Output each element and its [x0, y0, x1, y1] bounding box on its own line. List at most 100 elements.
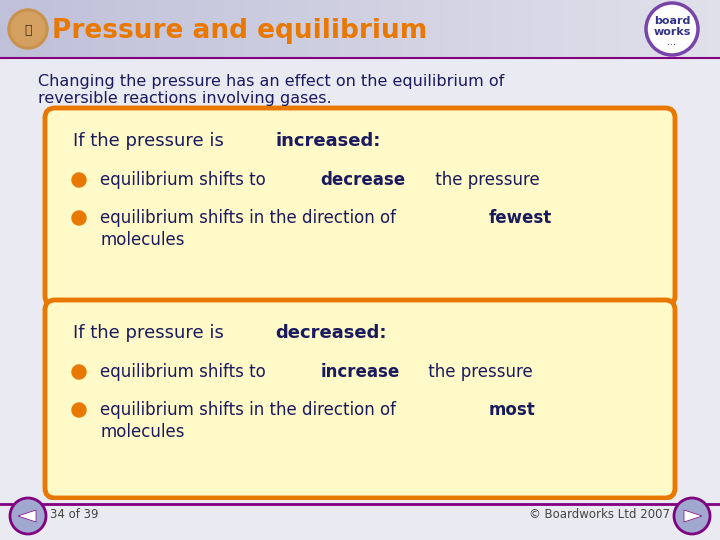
Text: molecules: molecules [100, 423, 184, 441]
Bar [562, 0, 570, 58]
Bar [583, 0, 591, 58]
Bar [382, 0, 390, 58]
Bar [331, 0, 339, 58]
Text: 34 of 39: 34 of 39 [50, 508, 99, 521]
Bar [50, 0, 58, 58]
Bar [202, 0, 210, 58]
Bar [677, 0, 685, 58]
Bar [122, 0, 130, 58]
Bar [36, 0, 44, 58]
Bar [65, 0, 73, 58]
Bar [151, 0, 159, 58]
Bar [302, 0, 310, 58]
Bar [698, 0, 706, 58]
Bar [504, 0, 512, 58]
Bar [454, 0, 462, 58]
Bar [130, 0, 138, 58]
Bar [547, 0, 555, 58]
Bar [259, 0, 267, 58]
Bar [108, 0, 116, 58]
Text: 🐾: 🐾 [24, 24, 32, 37]
Text: increased:: increased: [275, 132, 380, 150]
Bar [223, 0, 231, 58]
Bar [0, 0, 8, 58]
Bar [590, 0, 598, 58]
Bar [115, 0, 123, 58]
Bar [374, 0, 382, 58]
Bar [670, 0, 678, 58]
Bar [101, 0, 109, 58]
Circle shape [72, 173, 86, 187]
Text: © Boardworks Ltd 2007: © Boardworks Ltd 2007 [529, 508, 670, 521]
Bar [425, 0, 433, 58]
Bar [605, 0, 613, 58]
Text: board: board [654, 16, 690, 26]
Bar [367, 0, 375, 58]
Bar [475, 0, 483, 58]
Text: Changing the pressure has an effect on the equilibrium of: Changing the pressure has an effect on t… [38, 74, 504, 89]
Bar [403, 0, 411, 58]
Bar [540, 0, 548, 58]
Bar [338, 0, 346, 58]
Circle shape [8, 9, 48, 49]
Bar [554, 0, 562, 58]
Circle shape [646, 3, 698, 55]
FancyBboxPatch shape [45, 300, 675, 498]
Bar [209, 0, 217, 58]
Bar [245, 0, 253, 58]
Bar [396, 0, 404, 58]
Bar [389, 0, 397, 58]
Bar [187, 0, 195, 58]
Bar [439, 0, 447, 58]
Bar [252, 0, 260, 58]
Bar [490, 0, 498, 58]
Bar [353, 0, 361, 58]
Bar [79, 0, 87, 58]
Bar [266, 0, 274, 58]
Bar [0, 500, 720, 540]
Bar [706, 0, 714, 58]
Bar [194, 0, 202, 58]
Text: equilibrium shifts to: equilibrium shifts to [100, 171, 271, 189]
Bar [72, 0, 80, 58]
Polygon shape [18, 510, 36, 522]
Bar [281, 0, 289, 58]
Bar [569, 0, 577, 58]
Bar [691, 0, 699, 58]
Bar [180, 0, 188, 58]
Text: Pressure and equilibrium: Pressure and equilibrium [52, 18, 427, 44]
Circle shape [72, 403, 86, 417]
Polygon shape [684, 510, 702, 522]
Text: If the pressure is: If the pressure is [73, 324, 230, 342]
Bar [144, 0, 152, 58]
Bar [295, 0, 303, 58]
Bar [14, 0, 22, 58]
Circle shape [72, 211, 86, 225]
Bar [576, 0, 584, 58]
Circle shape [72, 365, 86, 379]
FancyBboxPatch shape [45, 108, 675, 306]
Circle shape [11, 12, 45, 46]
Text: works: works [653, 27, 690, 37]
Bar [461, 0, 469, 58]
Text: decrease: decrease [320, 171, 406, 189]
Text: decreased:: decreased: [275, 324, 387, 342]
Bar [598, 0, 606, 58]
Bar [58, 0, 66, 58]
Bar [137, 0, 145, 58]
Bar [634, 0, 642, 58]
Text: most: most [489, 401, 536, 419]
Bar [619, 0, 627, 58]
Bar [418, 0, 426, 58]
Bar [22, 0, 30, 58]
Text: the pressure: the pressure [423, 363, 533, 381]
Bar [684, 0, 692, 58]
Bar [612, 0, 620, 58]
Circle shape [10, 498, 46, 534]
Text: molecules: molecules [100, 231, 184, 249]
Bar [713, 0, 720, 58]
Bar [518, 0, 526, 58]
Bar [626, 0, 634, 58]
Bar [317, 0, 325, 58]
Bar [526, 0, 534, 58]
